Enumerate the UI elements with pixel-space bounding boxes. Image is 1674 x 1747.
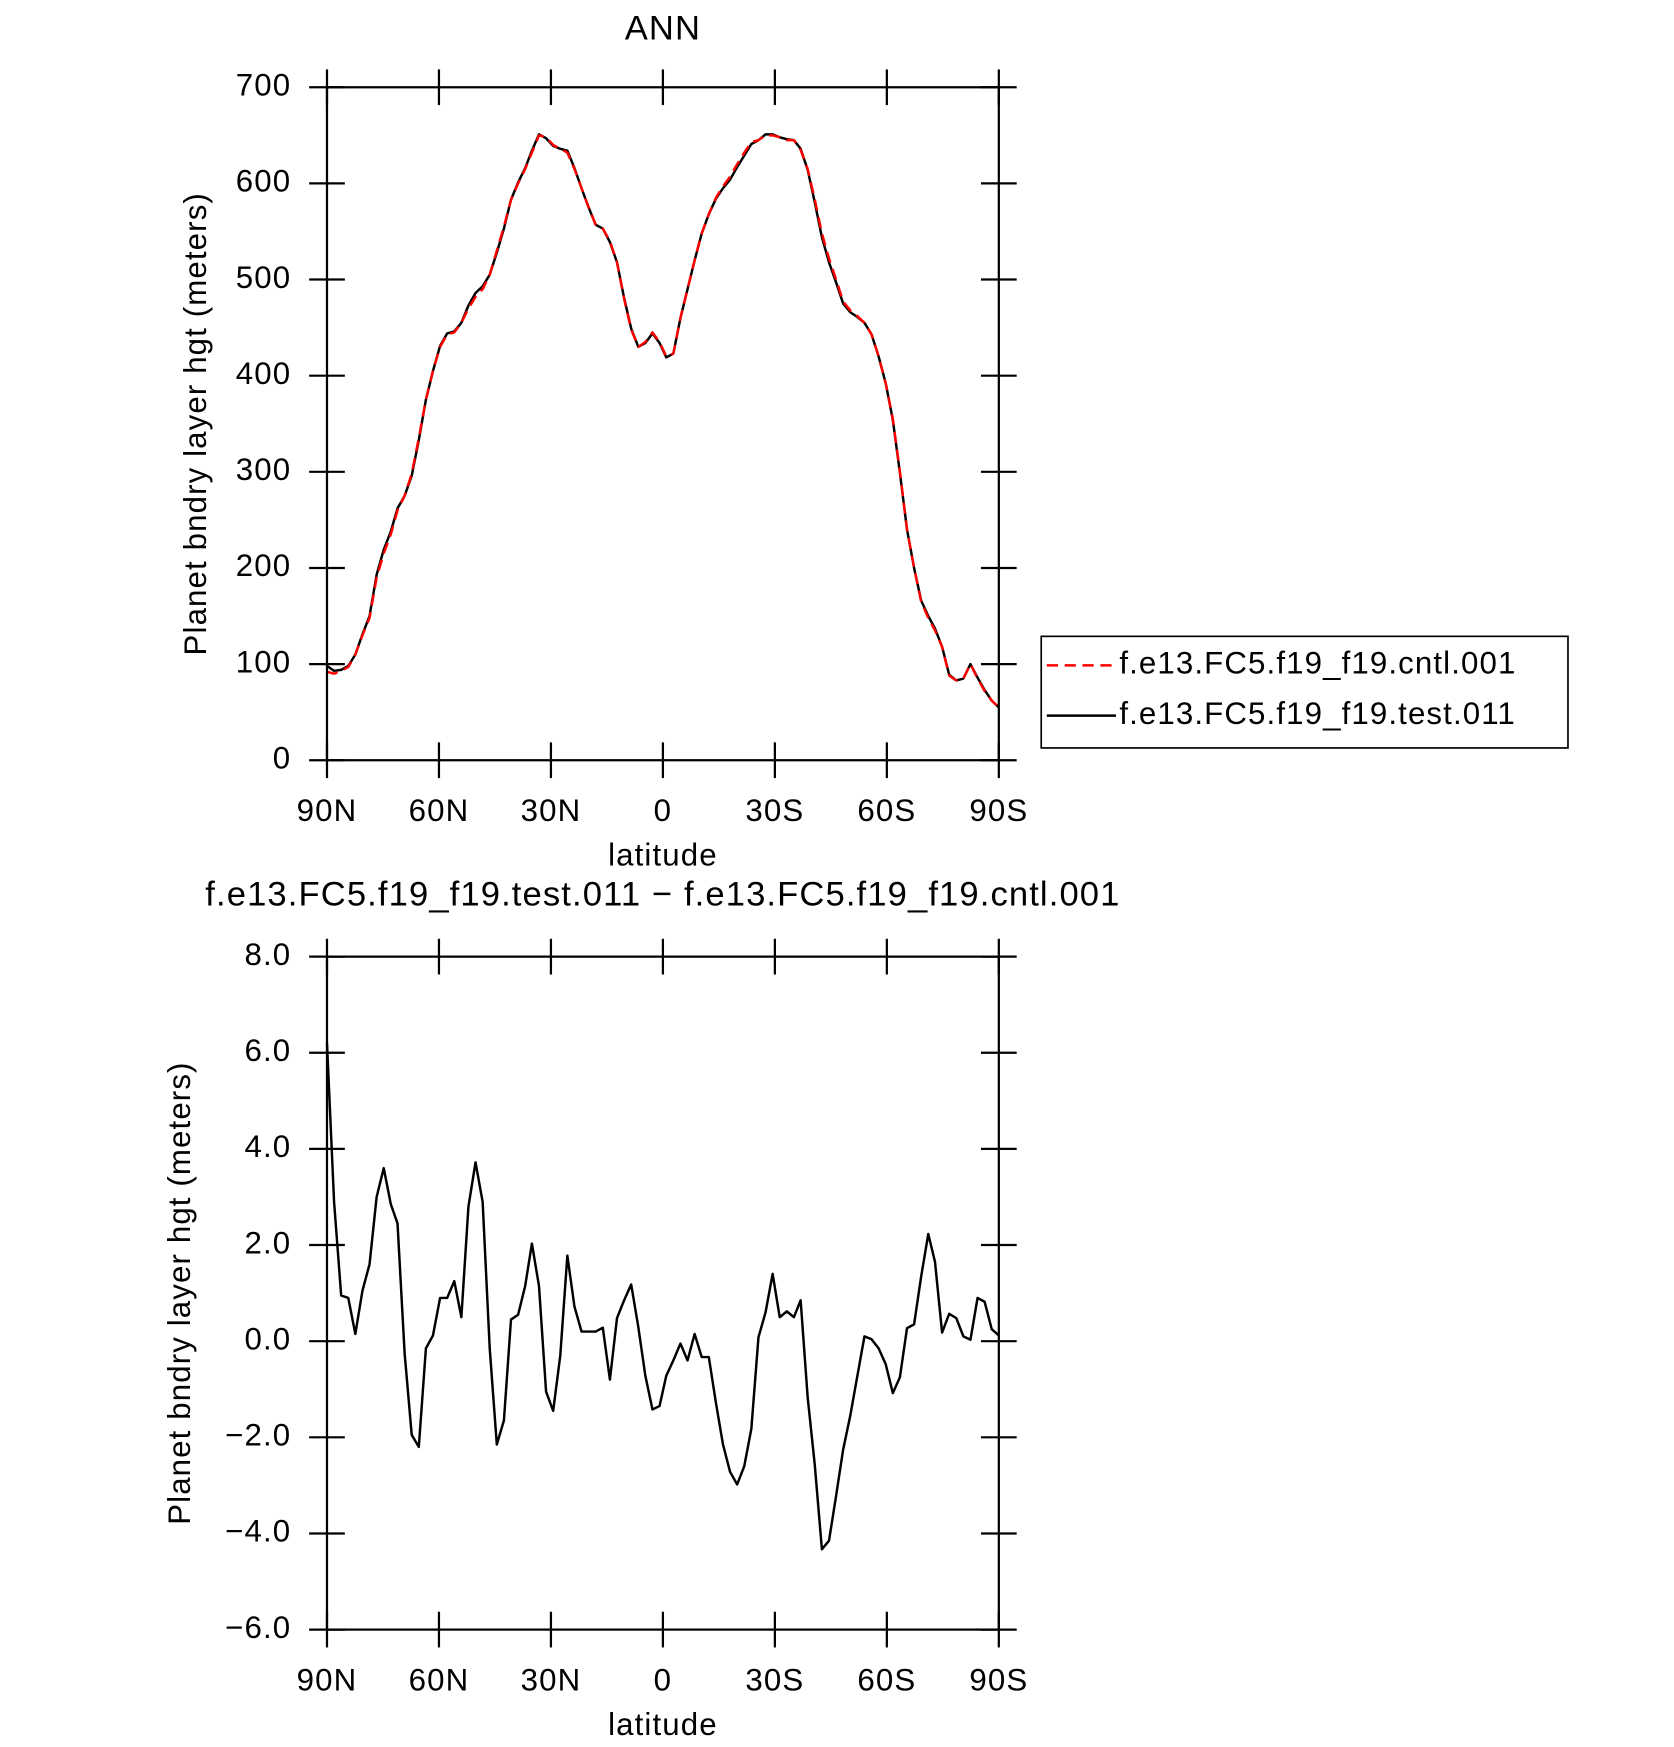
- x-tick-label: 90S: [969, 793, 1028, 828]
- y-tick-label: 4.0: [244, 1129, 291, 1164]
- x-tick-label: 60N: [409, 793, 470, 828]
- y-tick-label: 0: [273, 740, 292, 775]
- y-tick-label: 200: [236, 548, 291, 583]
- chart-title: ANN: [625, 10, 701, 48]
- x-tick-label: 30S: [745, 1662, 804, 1697]
- x-tick-label: 30S: [745, 793, 804, 828]
- y-tick-label: 400: [236, 356, 291, 391]
- y-tick-label: 100: [236, 644, 291, 679]
- y-tick-label: −4.0: [225, 1514, 291, 1549]
- chart-title: f.e13.FC5.f19_f19.test.011 − f.e13.FC5.f…: [205, 876, 1120, 914]
- y-tick-label: −6.0: [225, 1610, 291, 1645]
- plot-frame: [325, 955, 1000, 1631]
- x-tick-label: 90N: [297, 1662, 358, 1697]
- x-tick-label: 30N: [521, 793, 582, 828]
- legend-box: [1040, 635, 1569, 749]
- y-tick-label: 300: [236, 452, 291, 487]
- y-tick-label: 500: [236, 260, 291, 295]
- x-tick-label: 30N: [521, 1662, 582, 1697]
- y-axis-label: Planet bndry layer hgt (meters): [162, 1061, 197, 1524]
- data-line: [325, 1043, 1000, 1551]
- y-axis-label: Planet bndry layer hgt (meters): [178, 192, 213, 655]
- x-tick-label: 60N: [409, 1662, 470, 1697]
- y-tick-label: 8.0: [244, 937, 291, 972]
- x-axis-label: latitude: [608, 1707, 718, 1742]
- y-tick-label: 2.0: [244, 1225, 291, 1260]
- y-tick-label: 700: [236, 68, 291, 103]
- data-line: [326, 134, 1000, 709]
- y-tick-label: 0.0: [244, 1321, 291, 1356]
- plot-frame: [325, 86, 1000, 762]
- x-tick-label: 90N: [297, 793, 358, 828]
- x-tick-label: 60S: [857, 793, 916, 828]
- y-tick-label: −2.0: [225, 1418, 291, 1453]
- x-tick-label: 0: [654, 793, 673, 828]
- y-tick-label: 600: [236, 164, 291, 199]
- legend-label: f.e13.FC5.f19_f19.cntl.001: [1119, 646, 1516, 681]
- y-tick-label: 6.0: [244, 1033, 291, 1068]
- x-axis-label: latitude: [608, 838, 718, 873]
- x-tick-label: 90S: [969, 1662, 1028, 1697]
- legend-label: f.e13.FC5.f19_f19.test.011: [1119, 696, 1516, 731]
- x-tick-label: 0: [654, 1662, 673, 1697]
- x-tick-label: 60S: [857, 1662, 916, 1697]
